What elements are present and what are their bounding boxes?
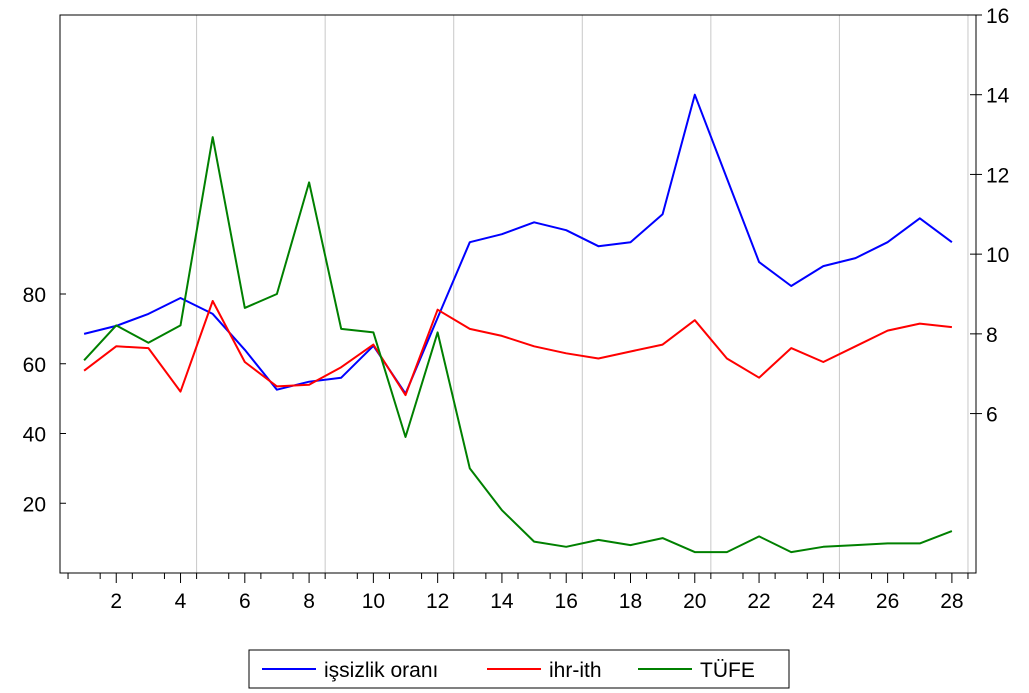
legend: işsizlik oranı ihr-ith TÜFE <box>248 649 790 689</box>
plot-frame <box>59 14 977 574</box>
right-y-axis: 6 8 10 12 14 16 <box>970 5 1010 427</box>
right-y-tick-label: 8 <box>986 324 998 347</box>
x-tick-label: 26 <box>876 590 899 613</box>
series-lines <box>83 93 953 554</box>
x-tick-label: 12 <box>426 590 449 613</box>
left-y-tick-label: 80 <box>23 284 46 307</box>
right-y-tick-label: 10 <box>986 244 1009 267</box>
x-tick-label: 20 <box>683 590 706 613</box>
right-y-tick-label: 12 <box>986 164 1009 187</box>
x-tick-label: 2 <box>110 590 122 613</box>
left-y-axis: 20 40 60 80 <box>23 284 66 516</box>
x-tick-label: 4 <box>175 590 187 613</box>
series-line-2 <box>83 136 953 554</box>
series-line-0 <box>83 93 953 395</box>
legend-label-2: TÜFE <box>700 659 755 682</box>
grid-lines <box>196 15 969 573</box>
right-y-tick-label: 14 <box>986 85 1010 108</box>
legend-label-1: ihr-ith <box>549 659 602 682</box>
x-tick-label: 28 <box>940 590 963 613</box>
x-tick-label: 10 <box>362 590 385 613</box>
x-tick-label: 14 <box>490 590 514 613</box>
legend-label-0: işsizlik oranı <box>324 659 438 682</box>
x-tick-label: 24 <box>812 590 836 613</box>
left-y-tick-label: 20 <box>23 493 46 516</box>
x-tick-label: 18 <box>619 590 642 613</box>
left-y-tick-label: 40 <box>23 424 46 447</box>
x-tick-label: 16 <box>555 590 578 613</box>
x-tick-label: 8 <box>303 590 315 613</box>
left-y-tick-label: 60 <box>23 354 46 377</box>
series-line-1 <box>83 300 953 397</box>
x-tick-label: 22 <box>747 590 770 613</box>
right-y-tick-label: 16 <box>986 5 1009 28</box>
x-tick-label: 6 <box>239 590 251 613</box>
x-axis: 2 4 6 8 10 12 14 16 18 20 22 24 26 28 <box>67 573 969 613</box>
right-y-tick-label: 6 <box>986 404 998 427</box>
